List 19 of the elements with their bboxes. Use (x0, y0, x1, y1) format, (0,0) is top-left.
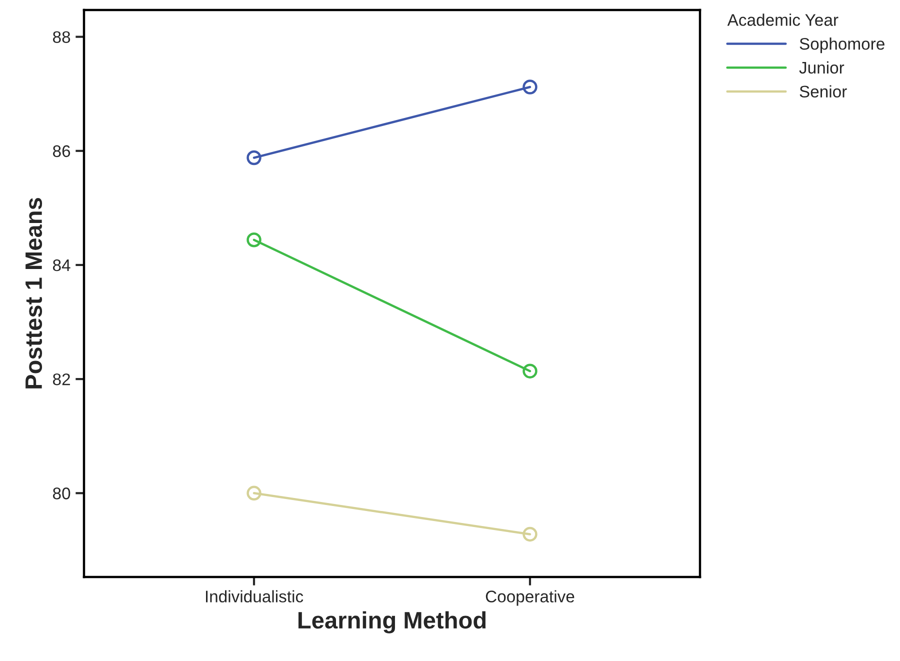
point (522, 80, 538, 94)
point (246, 232, 262, 248)
y-tick-label: 84 (52, 259, 70, 272)
legend-label: Sophomore (800, 38, 884, 54)
x-tick-label: Cooperative (486, 590, 574, 606)
point (522, 526, 538, 542)
y-tick-label: 86 (52, 145, 70, 158)
point (522, 364, 538, 378)
point (246, 486, 262, 501)
legend-title: Academic Year (727, 14, 838, 26)
x-tick-label: Individualistic (206, 590, 304, 602)
y-axis-title: Posttest 1 Means (26, 198, 42, 388)
x-axis-title: Learning Method (298, 611, 486, 634)
y-tick-label: 88 (52, 31, 70, 44)
point (246, 150, 262, 166)
y-tick-label: 80 (52, 488, 70, 500)
legend-label: Senior (800, 85, 847, 98)
legend-label: Junior (799, 61, 844, 74)
y-tick-label: 82 (52, 373, 70, 386)
